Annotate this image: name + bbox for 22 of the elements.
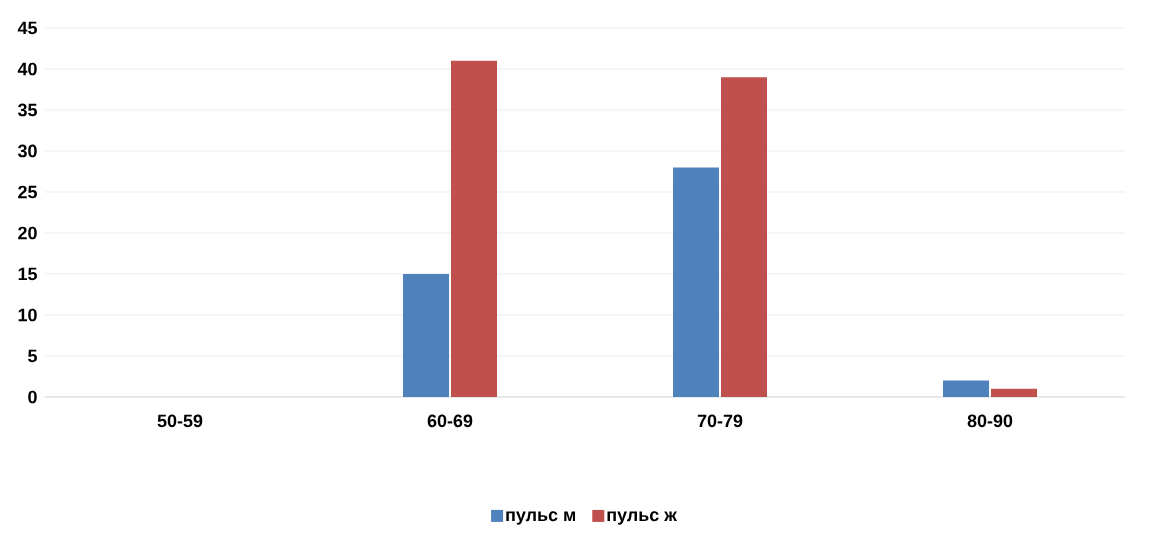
bar [451, 60, 497, 397]
x-tick-label: 50-59 [157, 414, 203, 428]
x-tick-label: 70-79 [697, 414, 743, 428]
y-tick-label: 25 [18, 185, 37, 199]
y-tick-label: 35 [17, 103, 37, 117]
y-tick-label: 40 [17, 62, 37, 76]
bar [943, 380, 990, 397]
y-tick-label: 5 [28, 349, 37, 363]
legend-label: пульс м [506, 511, 576, 525]
bar [721, 77, 767, 397]
bar [673, 167, 720, 397]
legend-label: пульс ж [607, 511, 678, 525]
y-tick-label: 20 [18, 226, 37, 240]
y-tick-label: 15 [18, 267, 37, 281]
y-tick-label: 45 [17, 21, 37, 35]
y-tick-label: 30 [17, 144, 37, 158]
bar [403, 274, 450, 397]
x-tick-label: 80-90 [967, 414, 1013, 428]
y-tick-label: 10 [18, 308, 37, 322]
x-tick-label: 60-69 [427, 414, 473, 428]
bar [991, 388, 1037, 397]
y-tick-label: 0 [28, 390, 37, 404]
